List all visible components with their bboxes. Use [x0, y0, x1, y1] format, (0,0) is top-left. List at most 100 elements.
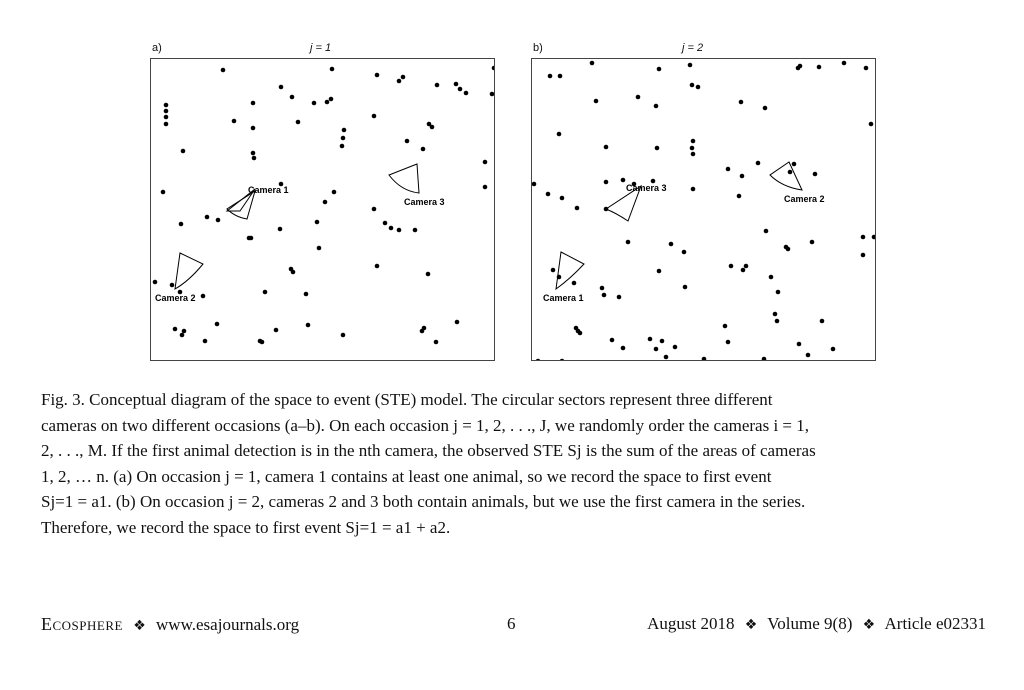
animal-dot — [871, 234, 875, 240]
animal-dot — [656, 66, 662, 72]
animal-dot — [278, 84, 284, 90]
panel-a-animals — [152, 65, 494, 345]
animal-dot — [736, 193, 742, 199]
animal-dot — [659, 338, 665, 344]
animal-dot — [860, 252, 866, 258]
animal-dot — [328, 96, 334, 102]
animal-dot — [762, 105, 768, 111]
animal-dot — [433, 339, 439, 345]
animal-dot — [152, 279, 158, 285]
animal-dot — [491, 65, 494, 71]
animal-dot — [682, 284, 688, 290]
animal-dot — [163, 108, 169, 114]
caption-line-4: 1, 2, … n. (a) On occasion j = 1, camera… — [41, 466, 772, 486]
animal-dot — [248, 235, 254, 241]
animal-dot — [772, 311, 778, 317]
panel-a-letter: a) — [152, 42, 162, 54]
animal-dot — [434, 82, 440, 88]
animal-dot — [816, 64, 822, 70]
panel-b-letter: b) — [533, 42, 543, 54]
caption-line-3: 2, . . ., M. If the first animal detecti… — [41, 441, 816, 461]
animal-dot — [695, 84, 701, 90]
animal-dot — [220, 67, 226, 73]
issue-volume: Volume 9(8) — [767, 614, 853, 633]
journal-website[interactable]: www.esajournals.org — [156, 615, 300, 634]
article-id: Article e02331 — [884, 614, 987, 633]
animal-dot — [577, 330, 583, 336]
animal-dot — [259, 339, 265, 345]
animal-dot — [178, 221, 184, 227]
animal-dot — [163, 121, 169, 127]
animal-dot — [419, 328, 425, 334]
animal-dot — [250, 100, 256, 106]
panel-a: Camera 1 Camera 2 Camera 3 — [150, 58, 495, 361]
animal-dot — [701, 356, 707, 360]
caption-line-6: Therefore, we record the space to first … — [41, 517, 451, 537]
animal-dot — [262, 289, 268, 295]
animal-dot — [200, 293, 206, 299]
animal-dot — [689, 145, 695, 151]
animal-dot — [463, 90, 469, 96]
animal-dot — [295, 119, 301, 125]
animal-dot — [863, 65, 869, 71]
diamond-icon: ❖ — [744, 617, 758, 633]
animal-dot — [371, 113, 377, 119]
issue-date: August 2018 — [647, 614, 735, 633]
animal-dot — [725, 166, 731, 172]
animal-dot — [768, 274, 774, 280]
animal-dot — [289, 94, 295, 100]
animal-dot — [388, 225, 394, 231]
animal-dot — [322, 199, 328, 205]
panel-a-plot: Camera 1 Camera 2 Camera 3 — [152, 65, 494, 345]
animal-dot — [599, 285, 605, 291]
animal-dot — [805, 352, 811, 358]
animal-dot — [559, 195, 565, 201]
panel-a-title: j = 1 — [310, 42, 332, 54]
camera-1-label: Camera 1 — [248, 185, 289, 195]
animal-dot — [426, 121, 432, 127]
animal-dot — [202, 338, 208, 344]
animal-dot — [215, 217, 221, 223]
animal-dot — [340, 135, 346, 141]
animal-dot — [420, 146, 426, 152]
animal-dot — [482, 184, 488, 190]
camera-2-label: Camera 2 — [155, 293, 196, 303]
camera-3-sector — [604, 184, 642, 222]
animal-dot — [374, 263, 380, 269]
animal-dot — [454, 319, 460, 325]
caption-line-1: Fig. 3. Conceptual diagram of the space … — [41, 390, 773, 409]
animal-dot — [787, 169, 793, 175]
animal-dot — [860, 234, 866, 240]
animal-dot — [601, 292, 607, 298]
animal-dot — [819, 318, 825, 324]
animal-dot — [609, 337, 615, 343]
animal-dot — [809, 239, 815, 245]
animal-dot — [172, 326, 178, 332]
animal-dot — [339, 143, 345, 149]
camera-2-label: Camera 2 — [784, 194, 825, 204]
animal-dot — [687, 62, 693, 68]
animal-dot — [722, 323, 728, 329]
animal-dot — [653, 103, 659, 109]
footer-right: August 2018 ❖ Volume 9(8) ❖ Article e023… — [647, 614, 986, 634]
animal-dot — [311, 100, 317, 106]
animal-dot — [273, 327, 279, 333]
animal-dot — [868, 121, 874, 127]
animal-dot — [545, 191, 551, 197]
animal-dot — [250, 150, 256, 156]
animal-dot — [489, 91, 494, 97]
animal-dot — [763, 228, 769, 234]
figure-caption: Fig. 3. Conceptual diagram of the space … — [41, 387, 986, 541]
animal-dot — [571, 280, 577, 286]
diamond-icon: ❖ — [862, 617, 876, 633]
animal-dot — [593, 98, 599, 104]
animal-dot — [556, 131, 562, 137]
animal-dot — [374, 72, 380, 78]
animal-dot — [532, 181, 537, 187]
animal-dot — [647, 336, 653, 342]
animal-dot — [775, 289, 781, 295]
animal-dot — [689, 82, 695, 88]
animal-dot — [681, 249, 687, 255]
caption-line-5: Sj=1 = a1. (b) On occasion j = 2, camera… — [41, 492, 806, 512]
animal-dot — [278, 181, 284, 187]
